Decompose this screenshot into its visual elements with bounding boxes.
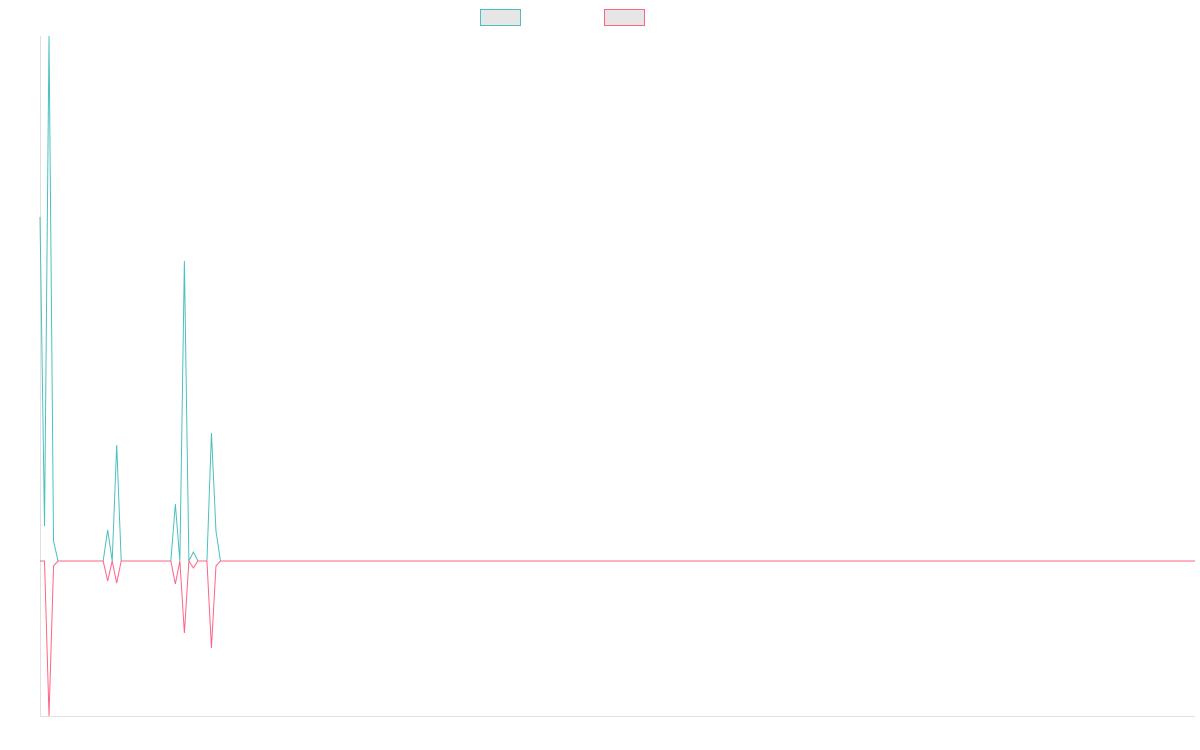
series-line	[40, 559, 1195, 717]
legend-swatch[interactable]	[480, 9, 521, 26]
legend-swatch[interactable]	[604, 9, 645, 26]
series-line	[39, 35, 1195, 562]
